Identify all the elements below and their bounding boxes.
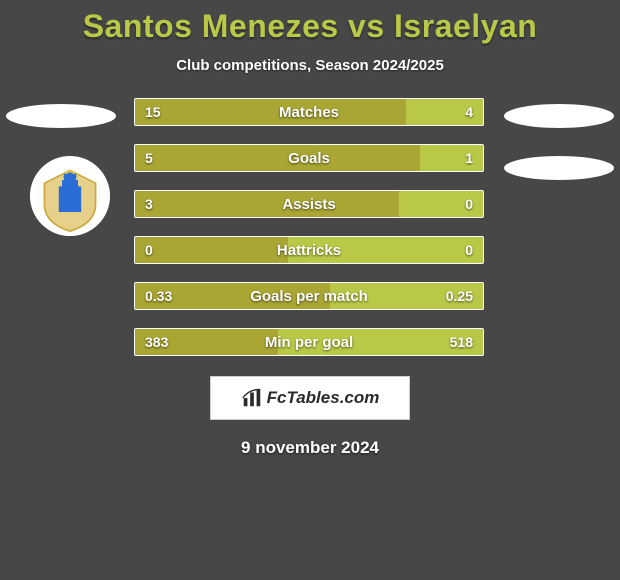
stat-row: 383518Min per goal	[134, 328, 484, 356]
stat-left-value: 0.33	[145, 283, 172, 309]
page-title: Santos Menezes vs Israelyan	[0, 0, 620, 45]
stat-left-fill	[135, 237, 288, 263]
stat-right-value: 0	[465, 237, 473, 263]
left-team-ellipse	[6, 104, 116, 128]
snapshot-date: 9 november 2024	[0, 438, 620, 458]
subtitle: Club competitions, Season 2024/2025	[0, 57, 620, 74]
stat-row: 00Hattricks	[134, 236, 484, 264]
stat-left-value: 15	[145, 99, 161, 125]
stat-right-fill	[288, 237, 483, 263]
stat-row: 154Matches	[134, 98, 484, 126]
stat-left-fill	[135, 99, 406, 125]
stats-icon	[241, 387, 263, 409]
stat-row: 30Assists	[134, 190, 484, 218]
stat-right-value: 0	[465, 191, 473, 217]
right-team-ellipse-2	[504, 156, 614, 180]
stat-right-fill	[420, 145, 483, 171]
stat-row: 0.330.25Goals per match	[134, 282, 484, 310]
stat-left-value: 0	[145, 237, 153, 263]
stat-left-value: 3	[145, 191, 153, 217]
stat-left-value: 383	[145, 329, 168, 355]
stat-left-fill	[135, 191, 399, 217]
stat-left-fill	[135, 145, 420, 171]
stat-right-value: 518	[450, 329, 473, 355]
stat-left-value: 5	[145, 145, 153, 171]
stat-bars: 154Matches51Goals30Assists00Hattricks0.3…	[134, 98, 484, 374]
stat-right-value: 0.25	[446, 283, 473, 309]
stat-row: 51Goals	[134, 144, 484, 172]
source-label: FcTables.com	[267, 388, 380, 408]
source-badge: FcTables.com	[210, 376, 410, 420]
stat-right-value: 1	[465, 145, 473, 171]
left-team-crest	[30, 156, 110, 236]
stat-right-value: 4	[465, 99, 473, 125]
right-team-ellipse	[504, 104, 614, 128]
